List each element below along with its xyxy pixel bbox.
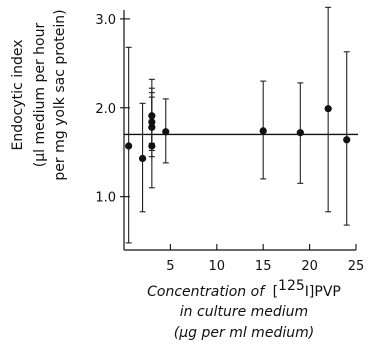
data-point [148, 123, 156, 131]
x-label-element: I [305, 284, 309, 300]
x-tick-label: 5 [166, 259, 174, 274]
x-label-prefix: Concentration of [147, 284, 266, 300]
tick-labels: 1.0 2.0 3.0 5 10 15 20 25 [95, 13, 364, 274]
data-point [148, 112, 156, 120]
x-tick-label: 15 [255, 259, 272, 274]
y-tick-label: 1.0 [95, 191, 116, 206]
y-axis-label-line-3: per mg yolk sac protein) [52, 9, 68, 180]
x-label-bracket-close: ] [309, 284, 314, 300]
y-axis-label-line-1: Endocytic index [10, 40, 26, 151]
x-axis-label-line-3: (μg per ml medium) [174, 325, 314, 341]
error-bars [125, 6, 350, 244]
x-axis-label-line-2: in culture medium [180, 304, 308, 320]
data-point [125, 142, 133, 150]
x-tick-label: 20 [301, 259, 318, 274]
data-point [259, 127, 267, 135]
data-point [343, 136, 351, 144]
data-point [148, 118, 156, 126]
data-point [138, 154, 147, 163]
x-tick-label: 25 [348, 259, 365, 274]
x-axis-label-line-1: Concentration of [125I]PVP [147, 278, 341, 300]
x-axis-label: Concentration of [125I]PVP in culture me… [147, 278, 341, 341]
data-points [125, 105, 351, 163]
ticks [120, 18, 357, 250]
data-point [324, 105, 332, 113]
data-point [162, 128, 170, 136]
x-tick-label: 10 [209, 259, 226, 274]
x-label-suffix: PVP [314, 284, 340, 300]
y-tick-label: 3.0 [95, 13, 116, 28]
data-point [296, 129, 304, 137]
data-point [148, 142, 156, 150]
y-axis-label-line-2: (μl medium per hour [32, 23, 48, 168]
y-tick-label: 2.0 [95, 102, 116, 117]
y-axis-label: Endocytic index (μl medium per hour per … [10, 9, 68, 180]
x-label-bracket-open: [ [273, 284, 278, 300]
x-label-iso: 125 [278, 278, 305, 294]
